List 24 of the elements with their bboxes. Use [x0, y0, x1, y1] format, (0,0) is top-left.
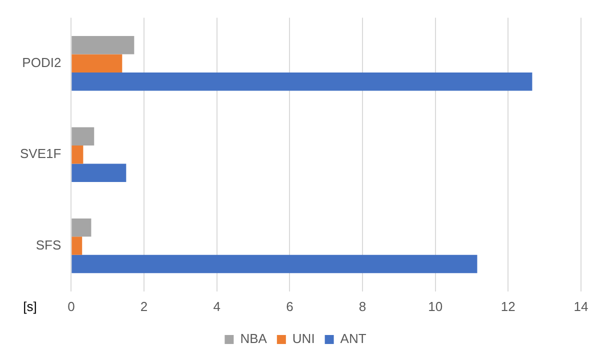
- x-tick-label: 4: [213, 298, 220, 314]
- x-tick-label: 12: [500, 298, 516, 314]
- x-tick-label: 8: [358, 298, 366, 314]
- legend-label: NBA: [240, 331, 268, 346]
- x-tick-label: 0: [68, 298, 75, 314]
- legend-label: ANT: [340, 331, 366, 346]
- y-tick-label: SFS: [36, 237, 62, 252]
- x-axis-title: [s]: [23, 298, 37, 314]
- x-tick-label: 14: [574, 298, 588, 314]
- bar: [72, 127, 94, 146]
- bar: [72, 54, 122, 73]
- x-tick-label: 2: [140, 298, 148, 314]
- bar: [72, 164, 126, 182]
- legend-label: UNI: [292, 331, 315, 346]
- bar: [72, 236, 82, 255]
- bar: [72, 218, 92, 237]
- bar: [72, 145, 84, 164]
- bar: [72, 254, 478, 274]
- x-tick-label: 10: [428, 298, 443, 314]
- y-tick-label: PODI2: [22, 54, 62, 70]
- x-tick-label: 6: [286, 298, 294, 314]
- y-tick-label: SVE1F: [20, 146, 62, 162]
- bar: [72, 72, 532, 91]
- bar: [72, 36, 134, 54]
